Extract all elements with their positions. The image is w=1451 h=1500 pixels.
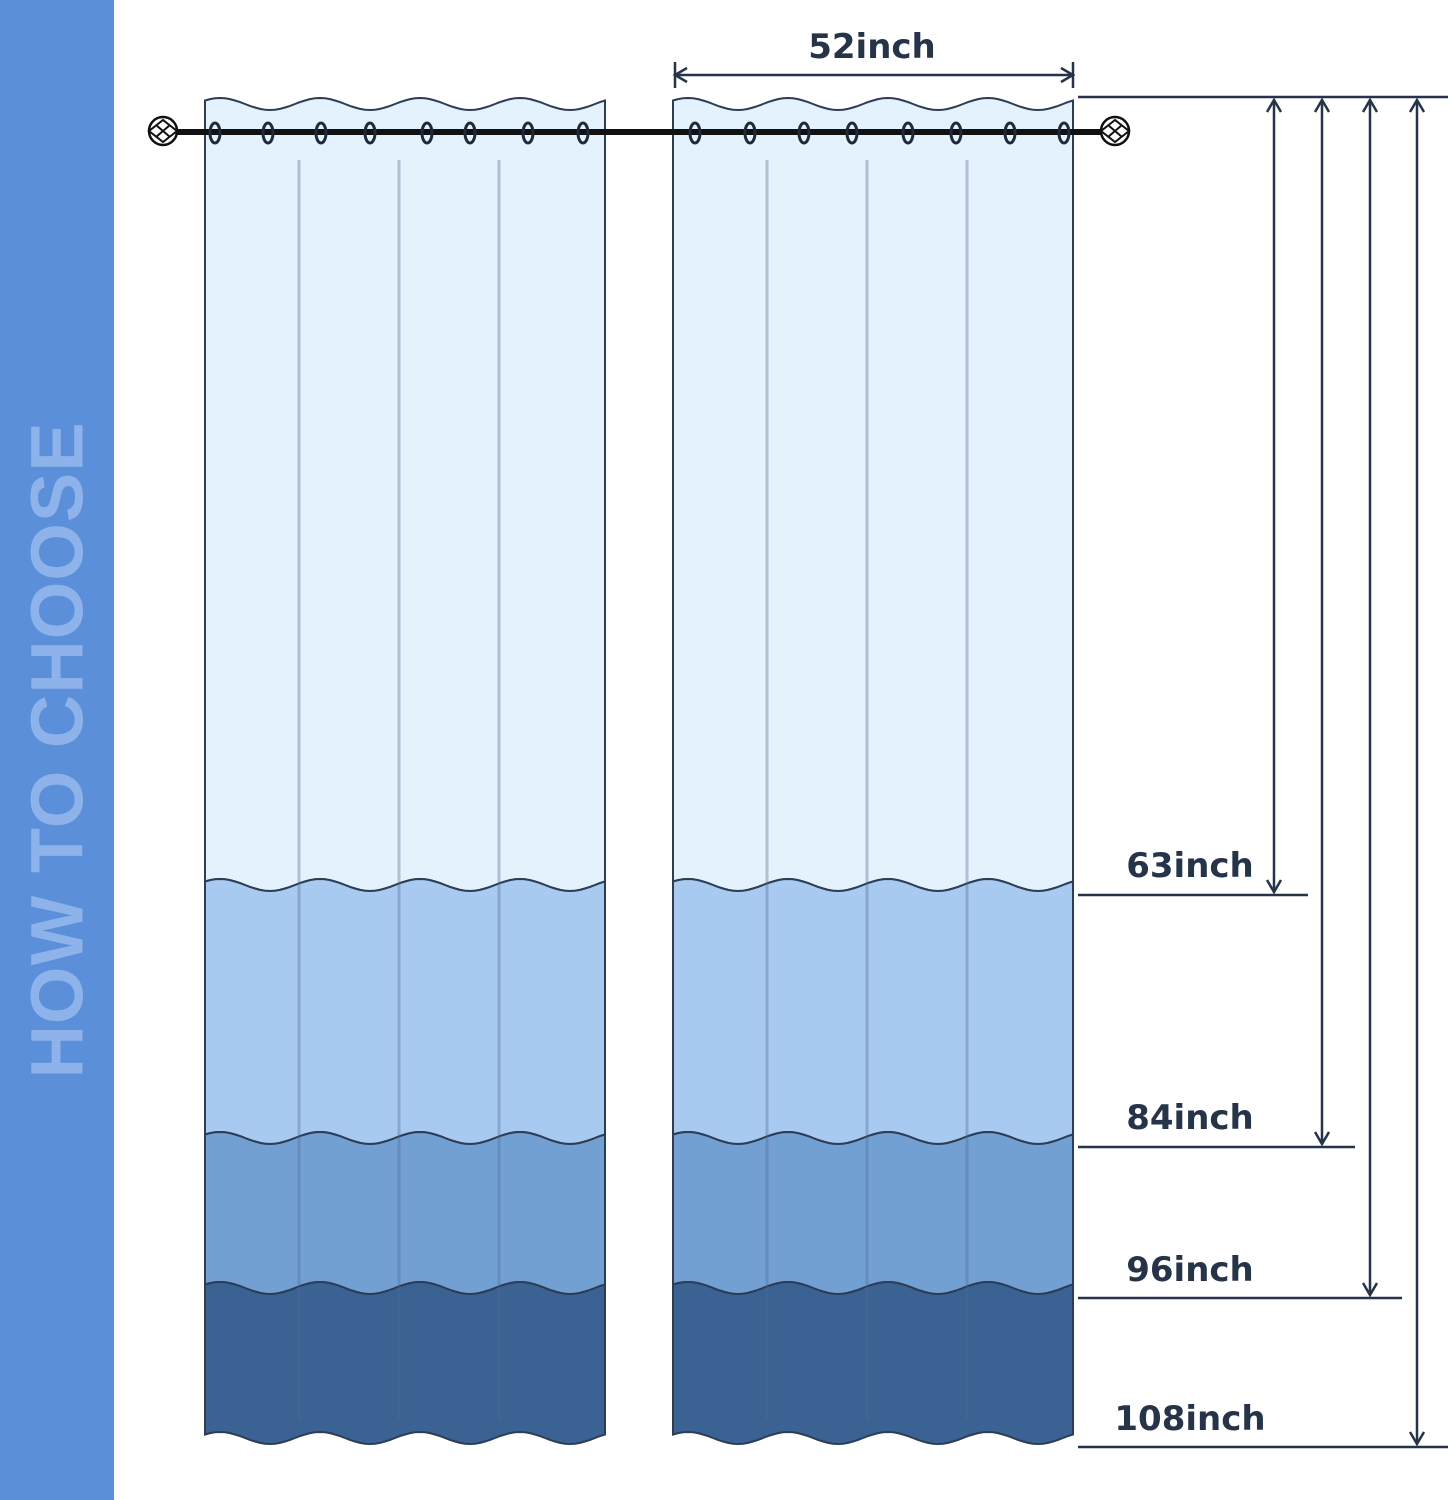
curtain-section-63inch [672, 96, 1074, 893]
grommet-ring [949, 121, 963, 145]
dimension-lines [672, 62, 1448, 1449]
grommet-ring [363, 121, 377, 145]
rod-finial-icon [147, 115, 179, 147]
grommet-ring [521, 121, 535, 145]
length-label-96: 96inch [1126, 1250, 1254, 1290]
grommet-ring [901, 121, 915, 145]
length-label-108: 108inch [1114, 1399, 1265, 1439]
length-label-63: 63inch [1126, 846, 1254, 886]
curtain-section-108inch [204, 1280, 606, 1446]
grommet-ring [797, 121, 811, 145]
sidebar-banner: HOW TO CHOOSE [0, 0, 114, 1500]
curtain-panel-left [204, 96, 606, 1446]
grommet-ring [463, 121, 477, 145]
curtain-panel-right [672, 96, 1074, 1446]
curtain-section-84inch [672, 877, 1074, 1146]
curtain-section-108inch [672, 1280, 1074, 1446]
grommet-ring [743, 121, 757, 145]
grommet-ring [1057, 121, 1071, 145]
curtain-rod [147, 115, 1131, 147]
grommet-ring [1003, 121, 1017, 145]
length-label-84: 84inch [1126, 1098, 1254, 1138]
width-label: 52inch [808, 27, 936, 67]
grommet-ring [314, 121, 328, 145]
rod-finial-icon [1099, 115, 1131, 147]
curtain-section-96inch [204, 1130, 606, 1296]
curtain-section-84inch [204, 877, 606, 1146]
grommet-ring [420, 121, 434, 145]
grommet-ring [688, 121, 702, 145]
grommet-ring [576, 121, 590, 145]
grommet-ring [261, 121, 275, 145]
curtain-section-96inch [672, 1130, 1074, 1296]
grommet-ring [208, 121, 222, 145]
curtain-section-63inch [204, 96, 606, 893]
grommet-ring [845, 121, 859, 145]
